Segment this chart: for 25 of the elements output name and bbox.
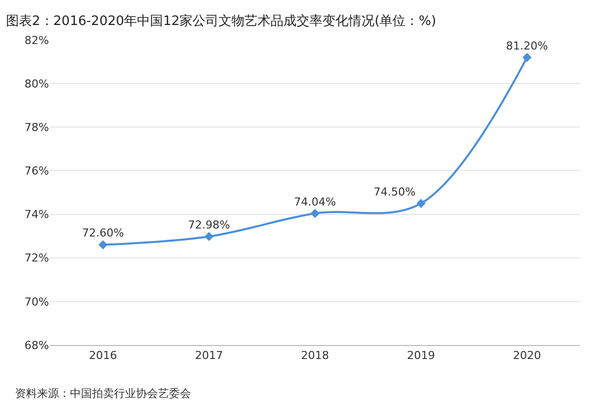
chart-title: 图表2：2016-2020年中国12家公司文物艺术品成交率变化情况(单位：%) [6,13,436,30]
text: 资料来源：中国拍卖行业协会艺委会 [15,387,191,400]
point [98,240,108,250]
point [522,52,532,62]
y-tick-label: 80% [24,77,49,90]
y-tick-label: 70% [24,295,49,308]
point [310,208,320,218]
data-label: 72.60% [82,226,124,240]
point [416,198,426,208]
y-tick-label: 76% [24,164,49,178]
x-tick-label: 2018 [301,349,329,362]
x-tick-label: 2019 [407,349,435,362]
y-tick-label: 78% [24,120,49,134]
y-tick-label: 82% [24,34,49,47]
data-label: 74.04% [294,195,336,208]
y-tick-label: 72% [24,252,49,265]
x-tick-label: 2016 [89,349,117,362]
y-tick-label: 68% [24,338,49,352]
data-label: 81.20% [506,39,548,52]
y-tick-label: 74% [24,208,49,222]
data-label: 74.50% [374,185,416,198]
x-tick-label: 2020 [513,349,541,362]
data-label: 72.98% [188,218,230,232]
x-tick-label: 2017 [195,349,223,362]
point [204,232,214,242]
